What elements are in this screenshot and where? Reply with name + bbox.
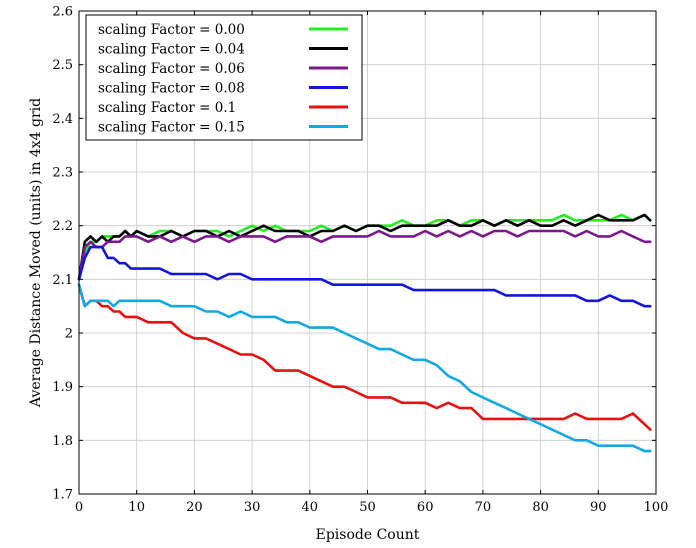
y-tick-label: 2.1 bbox=[52, 273, 73, 288]
x-tick-labels: 0 10 20 30 40 50 60 70 80 90 100 bbox=[75, 500, 669, 515]
y-tick-label: 1.7 bbox=[52, 488, 73, 503]
x-tick-label: 80 bbox=[532, 500, 549, 515]
y-tick-label: 2.3 bbox=[52, 166, 73, 181]
series-line-2 bbox=[77, 229, 652, 281]
legend-entry-label: scaling Factor = 0.04 bbox=[98, 42, 245, 58]
x-tick-label: 0 bbox=[75, 500, 83, 515]
legend-entry-label: scaling Factor = 0.08 bbox=[98, 81, 245, 97]
x-tick-label: 90 bbox=[590, 500, 607, 515]
series-line-5 bbox=[77, 283, 652, 453]
y-tick-label: 2 bbox=[65, 327, 73, 342]
x-tick-label: 30 bbox=[244, 500, 261, 515]
x-tick-label: 20 bbox=[186, 500, 203, 515]
series-line-4 bbox=[77, 283, 652, 431]
legend-entry-label: scaling Factor = 0.1 bbox=[98, 100, 236, 116]
y-tick-label: 2.6 bbox=[52, 5, 73, 20]
plot-frame bbox=[78, 10, 657, 495]
x-tick-label: 10 bbox=[128, 500, 145, 515]
legend-entry-label: scaling Factor = 0.00 bbox=[98, 22, 245, 38]
x-tick-label: 70 bbox=[475, 500, 492, 515]
x-axis-label: Episode Count bbox=[316, 527, 420, 543]
x-tick-label: 60 bbox=[417, 500, 434, 515]
legend: scaling Factor = 0.00 scaling Factor = 0.… bbox=[85, 14, 363, 141]
y-tick-label: 2.5 bbox=[52, 58, 73, 73]
x-tick-label: 50 bbox=[359, 500, 376, 515]
legend-entry-label: scaling Factor = 0.15 bbox=[98, 120, 245, 136]
legend-entry-label: scaling Factor = 0.06 bbox=[98, 61, 245, 77]
x-tick-label: 40 bbox=[302, 500, 319, 515]
series-lines bbox=[77, 213, 652, 453]
x-tick-label: 100 bbox=[644, 500, 669, 515]
y-tick-label: 1.8 bbox=[52, 434, 73, 449]
y-axis-label: Average Distance Moved (units) in 4x4 gr… bbox=[28, 98, 44, 408]
y-tick-labels: 1.7 1.8 1.9 2 2.1 2.2 2.3 2.4 2.5 2.6 bbox=[52, 5, 73, 503]
y-tick-label: 2.4 bbox=[52, 112, 73, 127]
y-tick-label: 2.2 bbox=[52, 219, 73, 234]
y-tick-label: 1.9 bbox=[52, 380, 73, 395]
legend-box bbox=[85, 14, 363, 141]
series-line-3 bbox=[77, 245, 652, 308]
